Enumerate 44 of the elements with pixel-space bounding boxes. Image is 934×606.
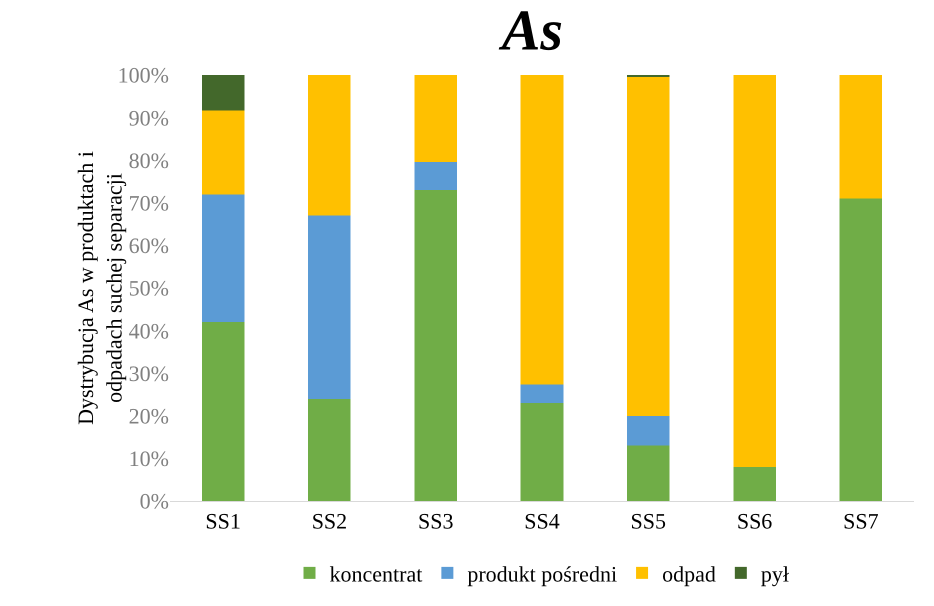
legend-label: produkt pośredni xyxy=(467,562,618,586)
x-tick-label: SS4 xyxy=(524,508,560,534)
bar xyxy=(308,216,351,399)
bar xyxy=(520,403,564,501)
bar xyxy=(840,75,882,199)
bar xyxy=(520,75,564,384)
y-tick-label: 50% xyxy=(128,276,169,301)
bar xyxy=(627,76,670,416)
y-tick-label: 70% xyxy=(128,190,169,216)
y-tick-label: 20% xyxy=(128,404,169,428)
legend-label: pył xyxy=(760,562,789,586)
bar xyxy=(202,110,244,194)
x-tick-label: SS1 xyxy=(205,508,241,534)
x-tick-label: SS7 xyxy=(843,508,879,534)
bar xyxy=(733,466,776,501)
bar xyxy=(414,162,457,190)
chart-title: As xyxy=(498,0,564,63)
y-tick-label: 80% xyxy=(128,148,169,173)
bar xyxy=(202,194,244,322)
y-tick-label: 100% xyxy=(118,62,169,88)
bar xyxy=(308,75,351,216)
y-tick-label: 60% xyxy=(128,233,169,258)
bar xyxy=(414,75,457,162)
bar xyxy=(627,446,670,501)
y-tick-label: 0% xyxy=(140,488,169,514)
y-tick-label: 40% xyxy=(128,318,169,344)
y-tick-label: 30% xyxy=(128,360,169,386)
bar xyxy=(202,75,244,110)
bar xyxy=(414,190,457,501)
bar xyxy=(202,322,244,501)
bar xyxy=(733,75,776,467)
y-axis-title: Dystrybucja As w produktach i odpadach suchej separacji xyxy=(73,151,127,425)
y-tick-label: 90% xyxy=(128,105,169,130)
x-tick-label: SS5 xyxy=(630,508,666,534)
legend-label: koncentrat xyxy=(330,562,422,586)
x-tick-label: SS3 xyxy=(418,508,454,534)
x-tick-label: SS6 xyxy=(736,508,772,534)
bar xyxy=(520,384,564,404)
bar xyxy=(308,398,351,501)
y-tick-label: 10% xyxy=(128,446,169,472)
bar xyxy=(627,416,670,446)
legend-label: odpad xyxy=(662,562,716,586)
x-tick-label: SS2 xyxy=(312,508,348,534)
bar xyxy=(840,198,882,501)
